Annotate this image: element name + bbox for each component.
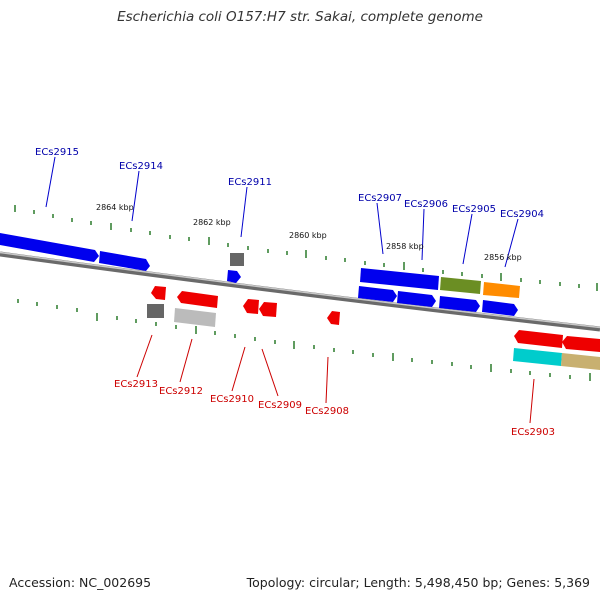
reverse-connectors — [136, 334, 535, 424]
scale-label: 2864 kbp — [96, 203, 134, 212]
gene-feature[interactable] — [0, 233, 99, 262]
outer-tick-ring — [14, 205, 598, 291]
inner-tick-ring — [17, 299, 591, 381]
gene-feature[interactable] — [483, 282, 520, 298]
gene-label-ecs2915[interactable]: ECs2915 — [35, 147, 79, 158]
reverse-features — [147, 286, 600, 370]
scale-label: 2860 kbp — [289, 231, 327, 240]
gene-label-ecs2909[interactable]: ECs2909 — [258, 400, 302, 411]
gene-feature[interactable] — [513, 348, 562, 366]
gene-feature[interactable] — [358, 286, 397, 302]
accession-text: Accession: NC_002695 — [9, 575, 152, 590]
scale-label: 2856 kbp — [484, 253, 522, 262]
gene-label-ecs2907[interactable]: ECs2907 — [358, 193, 402, 204]
gene-label-ecs2912[interactable]: ECs2912 — [159, 386, 203, 397]
scale-label: 2862 kbp — [193, 218, 231, 227]
forward-connectors — [45, 156, 519, 268]
genome-backbone-highlight — [0, 251, 600, 329]
gene-feature[interactable] — [562, 336, 600, 352]
gene-feature[interactable] — [243, 299, 259, 314]
gene-label-ecs2905[interactable]: ECs2905 — [452, 204, 496, 215]
scale-labels: 2864 kbp 2862 kbp 2860 kbp 2858 kbp 2856… — [96, 203, 522, 262]
gene-feature[interactable] — [360, 268, 439, 290]
gene-feature[interactable] — [259, 302, 277, 317]
forward-gene-labels: ECs2915 ECs2914 ECs2911 ECs2907 ECs2906 … — [35, 147, 544, 220]
page-title: Escherichia coli O157:H7 str. Sakai, com… — [117, 9, 483, 25]
gene-label-ecs2911[interactable]: ECs2911 — [228, 177, 272, 188]
gene-label-ecs2906[interactable]: ECs2906 — [404, 199, 448, 210]
gene-feature[interactable] — [151, 286, 166, 300]
genome-backbone — [0, 251, 600, 332]
gene-feature[interactable] — [174, 308, 216, 327]
gene-label-ecs2914[interactable]: ECs2914 — [119, 161, 163, 172]
gene-feature[interactable] — [397, 291, 436, 307]
forward-features — [0, 233, 520, 316]
scale-label: 2858 kbp — [386, 242, 424, 251]
genome-info-text: Topology: circular; Length: 5,498,450 bp… — [246, 575, 590, 590]
gene-feature[interactable] — [227, 270, 241, 283]
gene-feature[interactable] — [561, 353, 600, 370]
gene-feature[interactable] — [99, 251, 150, 271]
gene-feature[interactable] — [439, 296, 480, 312]
gene-label-ecs2910[interactable]: ECs2910 — [210, 394, 254, 405]
gene-label-ecs2903[interactable]: ECs2903 — [511, 427, 555, 438]
gene-feature[interactable] — [147, 304, 164, 318]
gene-label-ecs2908[interactable]: ECs2908 — [305, 406, 349, 417]
gene-feature[interactable] — [440, 277, 481, 294]
gene-label-ecs2904[interactable]: ECs2904 — [500, 209, 544, 220]
gene-label-ecs2913[interactable]: ECs2913 — [114, 379, 158, 390]
gene-feature[interactable] — [177, 291, 218, 308]
gene-feature[interactable] — [327, 311, 340, 325]
reverse-gene-labels: ECs2913 ECs2912 ECs2910 ECs2909 ECs2908 … — [114, 379, 555, 438]
gene-feature[interactable] — [230, 253, 244, 266]
gene-feature[interactable] — [514, 330, 563, 348]
gene-feature[interactable] — [482, 300, 518, 316]
